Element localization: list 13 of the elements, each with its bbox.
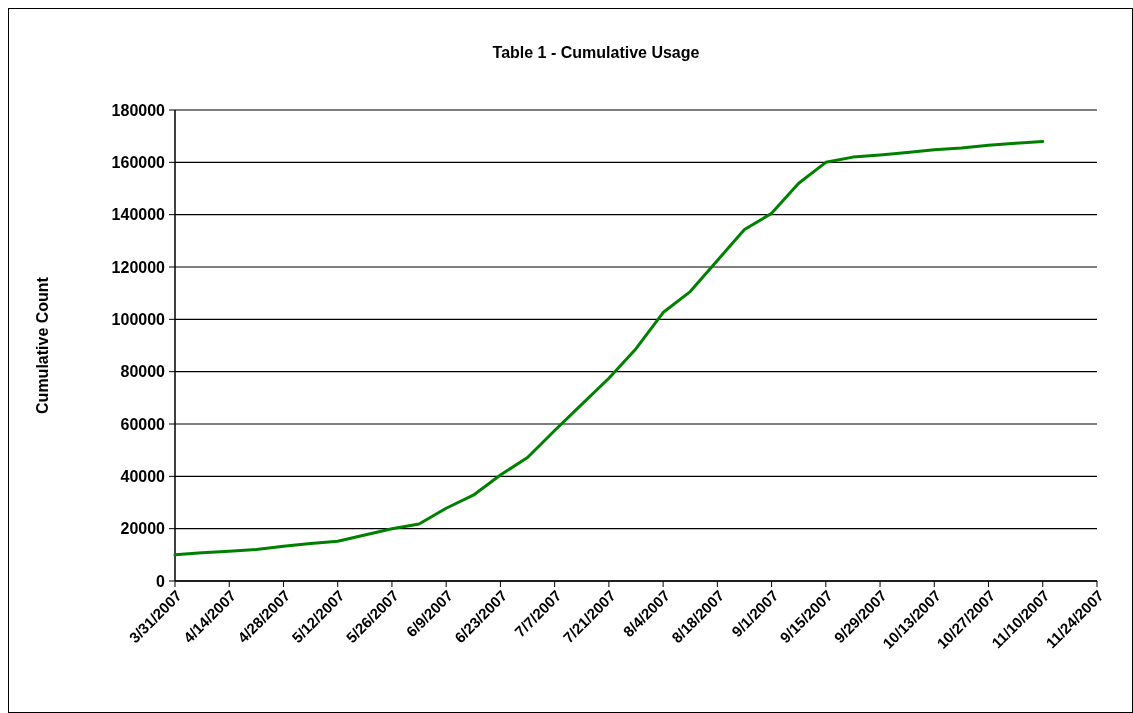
y-tick-label: 0 (156, 572, 166, 590)
y-tick-label: 40000 (120, 467, 166, 485)
y-tick-label: 140000 (111, 206, 166, 224)
y-tick-label: 160000 (111, 153, 166, 171)
y-tick-label: 120000 (111, 258, 166, 276)
y-axis-title: Cumulative Count (34, 276, 51, 414)
y-tick-label: 80000 (120, 363, 166, 381)
y-tick-label: 100000 (111, 310, 166, 328)
chart-title: Table 1 - Cumulative Usage (492, 44, 700, 61)
y-tick-label: 20000 (120, 520, 166, 538)
y-tick-label: 180000 (111, 101, 166, 119)
line-series (173, 139, 1045, 557)
y-tick-label: 60000 (120, 415, 166, 433)
